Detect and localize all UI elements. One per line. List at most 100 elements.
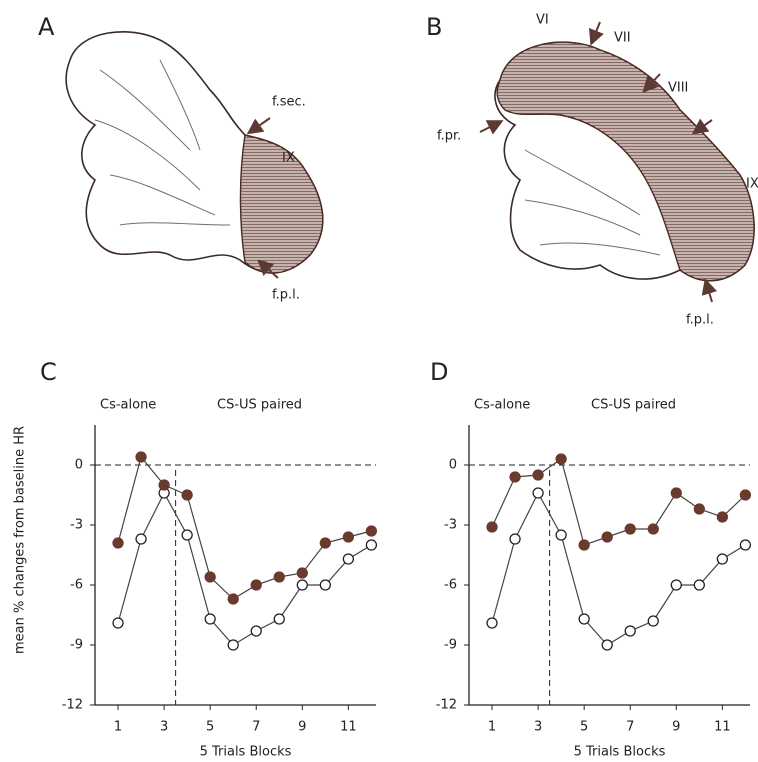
annotation: VII: [614, 31, 631, 46]
data-point: [112, 617, 124, 629]
data-point: [555, 529, 567, 541]
annotation: CS-US paired: [591, 398, 676, 413]
data-point: [578, 613, 590, 625]
series-line: [117, 491, 372, 646]
panel-label: A: [38, 13, 55, 41]
data-point: [716, 553, 729, 565]
annotation: IX: [746, 177, 758, 192]
y-tick-label: 0: [449, 458, 457, 473]
annotation: IX: [282, 151, 295, 166]
data-point: [716, 511, 729, 523]
arrow: [257, 259, 279, 279]
data-point: [624, 625, 636, 637]
series-line: [491, 458, 746, 546]
data-point: [555, 453, 567, 465]
data-point: [250, 625, 262, 637]
y-tick-label: -9: [444, 638, 457, 653]
lesion-area: [239, 134, 324, 274]
annotation: f.p.l.: [686, 313, 714, 328]
data-point: [532, 487, 544, 499]
data-point: [250, 579, 262, 591]
x-tick-label: 7: [626, 720, 634, 735]
data-point: [342, 553, 355, 565]
chart-title: D: [430, 358, 448, 386]
data-point: [670, 579, 682, 591]
data-point: [204, 613, 216, 625]
data-point: [135, 451, 147, 463]
data-point: [532, 469, 544, 481]
series-line: [117, 455, 372, 600]
lesion-area: [496, 41, 755, 282]
data-point: [670, 487, 682, 499]
data-point: [578, 539, 590, 551]
x-tick-label: 7: [252, 720, 260, 735]
x-tick-label: 5: [580, 720, 588, 735]
x-tick-label: 9: [298, 720, 306, 735]
annotation: Cs-alone: [474, 398, 530, 413]
y-tick-label: -6: [70, 578, 83, 593]
y-tick-label: -9: [70, 638, 83, 653]
annotation: f.sec.: [272, 95, 306, 110]
y-tick-label: -12: [436, 698, 457, 713]
data-point: [601, 531, 613, 543]
x-tick-label: 11: [714, 720, 731, 735]
x-axis-label: 5 Trials Blocks: [200, 745, 292, 760]
annotation: Cs-alone: [100, 398, 156, 413]
annotation: VIII: [668, 81, 688, 96]
data-point: [486, 521, 498, 533]
arrow: [479, 120, 504, 135]
arrow: [589, 21, 604, 46]
data-point: [158, 479, 170, 491]
y-tick-label: -3: [70, 518, 83, 533]
x-tick-label: 3: [160, 720, 168, 735]
x-tick-label: 11: [340, 720, 357, 735]
data-point: [365, 525, 378, 537]
data-point: [509, 533, 521, 545]
y-axis-label: mean % changes from baseline HR: [13, 426, 28, 654]
data-point: [227, 639, 239, 651]
arrow: [642, 73, 661, 93]
data-point: [647, 615, 659, 627]
y-tick-label: -12: [62, 698, 83, 713]
x-tick-label: 1: [114, 720, 122, 735]
annotation: f.p.l.: [272, 288, 300, 303]
arrow: [701, 278, 718, 303]
data-point: [135, 533, 147, 545]
annotation: f.pr.: [437, 129, 461, 144]
data-point: [693, 579, 705, 591]
data-point: [204, 571, 216, 583]
series-line: [491, 491, 746, 646]
data-point: [365, 539, 378, 551]
diagram-a: A f.sec. IX f.p.l.: [38, 13, 324, 303]
x-tick-label: 3: [534, 720, 542, 735]
annotation: CS-US paired: [217, 398, 302, 413]
data-point: [486, 617, 498, 629]
data-point: [509, 471, 521, 483]
x-tick-label: 9: [672, 720, 680, 735]
y-tick-label: -6: [444, 578, 457, 593]
data-point: [647, 523, 659, 535]
annotation: VI: [536, 13, 549, 28]
data-point: [227, 593, 239, 605]
data-point: [739, 539, 752, 551]
panel-label: B: [426, 13, 442, 41]
data-point: [624, 523, 636, 535]
chart-title: C: [40, 358, 57, 386]
x-tick-label: 5: [206, 720, 214, 735]
data-point: [296, 567, 308, 579]
data-point: [319, 537, 331, 549]
data-point: [601, 639, 613, 651]
data-point: [296, 579, 308, 591]
x-tick-label: 1: [488, 720, 496, 735]
diagram-b: B VI VII VIII f.pr. IX f.p.l.: [426, 13, 758, 328]
data-point: [273, 613, 285, 625]
y-tick-label: -3: [444, 518, 457, 533]
y-tick-label: 0: [75, 458, 83, 473]
data-point: [181, 489, 193, 501]
data-point: [273, 571, 285, 583]
data-point: [112, 537, 124, 549]
folia: [524, 149, 661, 256]
x-axis-label: 5 Trials Blocks: [574, 745, 666, 760]
data-point: [342, 531, 355, 543]
